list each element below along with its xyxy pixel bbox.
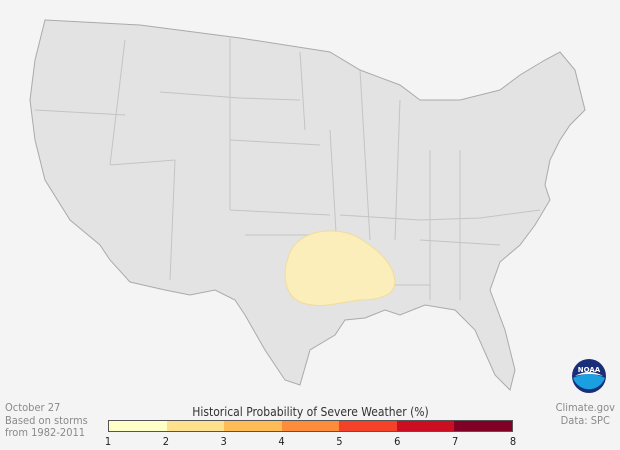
us-map	[29, 19, 586, 391]
date-info: October 27 Based on storms from 1982-201…	[5, 401, 88, 440]
us-land	[29, 19, 586, 391]
legend-tick: 7	[451, 435, 459, 448]
legend-tick: 3	[220, 435, 227, 448]
date-label: October 27	[5, 401, 61, 414]
legend-tick: 6	[394, 435, 401, 448]
legend-tick: 1	[104, 435, 112, 448]
legend-tick: 5	[336, 435, 343, 448]
period-label: from 1982-2011	[5, 426, 86, 439]
legend-tick: 2	[162, 435, 169, 448]
legend-tick: 4	[278, 435, 285, 448]
legend-swatch-2	[166, 421, 225, 431]
state-borders	[34, 38, 541, 301]
legend-swatch-5	[339, 421, 397, 431]
source-label: Climate.gov	[555, 401, 615, 414]
legend-tick: 8	[509, 435, 517, 448]
legend-swatch-7	[454, 421, 513, 431]
credits: Climate.gov Data: SPC	[555, 401, 615, 427]
legend-title: Historical Probability of Severe Weather…	[192, 405, 429, 419]
svg-text:NOAA: NOAA	[578, 366, 601, 374]
legend-colorbar	[108, 420, 513, 432]
legend-swatch-6	[396, 421, 455, 431]
noaa-logo: NOAA	[572, 359, 606, 393]
legend-ticks: 1 2 3 4 5 6 7 8	[104, 435, 517, 449]
legend-swatch-1	[109, 421, 167, 431]
basis-label: Based on storms	[5, 413, 88, 427]
legend-swatch-3	[224, 421, 282, 431]
probability-area	[284, 230, 396, 306]
legend-swatch-4	[281, 421, 340, 431]
data-label: Data: SPC	[560, 413, 610, 427]
